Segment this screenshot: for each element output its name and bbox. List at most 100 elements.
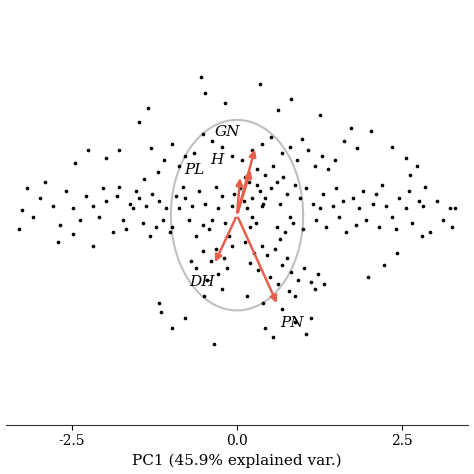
- Point: [187, 257, 194, 264]
- Point: [159, 216, 167, 224]
- Point: [241, 238, 249, 246]
- Point: [347, 124, 355, 131]
- Point: [96, 213, 103, 221]
- Point: [192, 264, 200, 271]
- Point: [102, 197, 110, 205]
- Point: [311, 162, 319, 169]
- Point: [260, 200, 267, 208]
- Point: [253, 181, 261, 189]
- Point: [208, 216, 216, 224]
- Point: [219, 143, 226, 150]
- Point: [56, 221, 64, 228]
- Point: [119, 216, 127, 224]
- Point: [349, 194, 356, 202]
- Point: [379, 181, 386, 189]
- Point: [415, 197, 423, 205]
- Point: [395, 194, 403, 202]
- Point: [258, 140, 266, 147]
- Point: [133, 188, 140, 195]
- Point: [307, 314, 315, 322]
- Point: [126, 200, 134, 208]
- Point: [283, 254, 291, 262]
- Point: [155, 299, 163, 307]
- Point: [168, 140, 176, 147]
- Point: [285, 288, 292, 295]
- Text: DH: DH: [189, 275, 215, 289]
- Point: [179, 183, 187, 191]
- Point: [195, 188, 202, 195]
- Point: [230, 191, 237, 198]
- Point: [71, 159, 79, 166]
- Point: [446, 204, 454, 211]
- Point: [312, 216, 320, 224]
- Point: [402, 154, 410, 162]
- Point: [139, 219, 147, 227]
- Point: [113, 192, 120, 200]
- Point: [451, 204, 459, 211]
- Point: [205, 226, 213, 233]
- Point: [292, 292, 299, 300]
- Point: [278, 149, 286, 157]
- Point: [419, 202, 427, 210]
- Point: [82, 192, 90, 200]
- Point: [243, 204, 251, 211]
- Point: [182, 194, 189, 202]
- Point: [49, 202, 57, 210]
- Point: [256, 80, 264, 88]
- Point: [392, 226, 400, 233]
- Point: [41, 178, 49, 186]
- Point: [292, 181, 299, 189]
- Point: [182, 314, 189, 322]
- Point: [175, 204, 182, 211]
- Point: [144, 105, 152, 112]
- Point: [36, 194, 44, 202]
- Point: [250, 249, 257, 257]
- Point: [405, 188, 413, 195]
- Text: H: H: [210, 153, 224, 167]
- Point: [203, 276, 211, 284]
- Point: [270, 162, 277, 169]
- Point: [270, 333, 277, 341]
- Point: [15, 226, 23, 233]
- Point: [263, 251, 271, 259]
- Point: [197, 73, 204, 81]
- Point: [228, 152, 236, 160]
- Point: [258, 202, 266, 210]
- Point: [256, 188, 264, 195]
- Point: [255, 267, 262, 274]
- Text: PL: PL: [184, 164, 204, 177]
- Point: [372, 191, 380, 198]
- Point: [322, 223, 330, 230]
- Point: [221, 99, 229, 107]
- Point: [273, 178, 281, 186]
- Point: [290, 219, 297, 227]
- Point: [258, 242, 266, 249]
- Point: [316, 204, 323, 211]
- Point: [283, 191, 291, 198]
- Point: [102, 154, 110, 162]
- Point: [407, 172, 414, 179]
- Point: [302, 330, 310, 338]
- Point: [318, 152, 326, 160]
- Point: [369, 200, 376, 208]
- Point: [212, 183, 219, 191]
- Point: [199, 130, 206, 138]
- Point: [109, 228, 117, 236]
- Point: [146, 232, 154, 240]
- Point: [55, 238, 62, 246]
- Point: [200, 292, 208, 300]
- Point: [413, 162, 420, 169]
- Point: [352, 221, 360, 228]
- Point: [154, 168, 162, 176]
- Point: [157, 309, 165, 316]
- Point: [18, 207, 26, 214]
- X-axis label: PC1 (45.9% explained var.): PC1 (45.9% explained var.): [132, 454, 342, 468]
- Point: [281, 228, 288, 236]
- Point: [274, 107, 282, 114]
- Point: [136, 194, 143, 202]
- Point: [161, 156, 168, 164]
- Point: [292, 318, 299, 326]
- Point: [219, 192, 226, 200]
- Point: [364, 273, 372, 281]
- Point: [278, 305, 286, 312]
